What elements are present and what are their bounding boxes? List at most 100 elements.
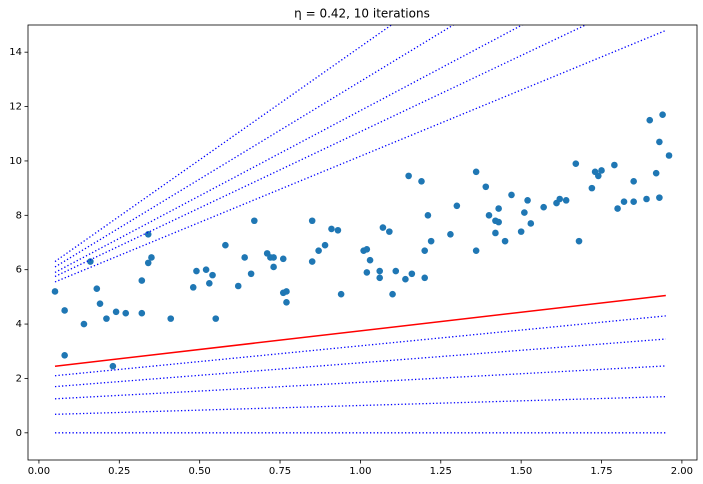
scatter-point	[279, 255, 287, 263]
scatter-point	[189, 284, 197, 291]
x-tick-label: 0.00	[28, 466, 50, 477]
scatter-point	[620, 198, 628, 206]
scatter-point	[527, 220, 535, 227]
scatter-point	[337, 290, 345, 298]
y-tick-label: 0	[16, 428, 22, 439]
scatter-point	[167, 315, 175, 322]
scatter-point	[402, 275, 409, 283]
scatter-point	[630, 198, 637, 206]
scatter-point	[656, 194, 663, 201]
scatter-point	[376, 267, 383, 275]
scatter-point	[283, 299, 290, 306]
scatter-point	[222, 241, 229, 249]
scatter-point	[575, 237, 583, 245]
fit-line	[54, 396, 666, 415]
x-tick-label: 0.75	[269, 466, 291, 477]
y-tick-label: 12	[9, 102, 22, 113]
scatter-point	[562, 197, 570, 204]
x-tick-label: 0.50	[189, 466, 211, 477]
y-tick-label: 8	[16, 210, 22, 221]
y-tick-label: 10	[9, 156, 22, 167]
scatter-point	[247, 270, 255, 278]
scatter-point	[614, 205, 621, 212]
scatter-point	[283, 288, 290, 295]
scatter-point	[93, 285, 101, 293]
scatter-point	[482, 183, 490, 191]
scatter-point	[376, 274, 383, 282]
scatter-point	[308, 258, 316, 265]
scatter-point	[386, 228, 393, 235]
fit-line	[54, 315, 666, 377]
fit-line	[54, 29, 667, 283]
scatter-point	[472, 247, 480, 254]
scatter-point	[138, 309, 146, 317]
scatter-point	[96, 300, 104, 307]
scatter-point	[234, 282, 242, 290]
scatter-point	[611, 161, 618, 169]
y-tick-label: 6	[16, 265, 22, 276]
scatter-point	[202, 266, 210, 273]
scatter-point	[270, 263, 277, 271]
scatter-point	[408, 270, 416, 278]
scatter-point	[485, 212, 493, 219]
y-tick-label: 2	[16, 373, 22, 384]
scatter-point	[427, 237, 435, 245]
scatter-point	[447, 231, 454, 238]
x-tick-label: 0.25	[108, 466, 130, 477]
scatter-point	[665, 152, 673, 159]
axes-frame	[27, 24, 698, 461]
scatter-point	[501, 237, 509, 245]
scatter-point	[144, 231, 152, 238]
scatter-point	[51, 288, 59, 295]
x-tick-label: 1.50	[510, 466, 532, 477]
scatter-point	[80, 320, 88, 328]
scatter-point	[270, 254, 277, 261]
scatter-point	[308, 217, 316, 225]
scatter-point	[517, 228, 525, 235]
scatter-point	[540, 203, 547, 211]
scatter-point	[418, 178, 425, 185]
scatter-point	[453, 202, 461, 210]
scatter-point	[508, 191, 515, 199]
scatter-point	[652, 169, 660, 177]
scatter-point	[643, 195, 650, 203]
scatter-point	[472, 168, 480, 176]
x-tick-label: 2.00	[671, 466, 693, 477]
scatter-point	[321, 241, 329, 249]
scatter-point	[405, 172, 412, 180]
scatter-point	[328, 225, 335, 233]
scatter-point	[212, 315, 220, 322]
scatter-point	[389, 290, 396, 298]
scatter-point	[334, 226, 342, 234]
scatter-point	[251, 217, 258, 225]
scatter-point	[109, 362, 117, 370]
scatter-point	[144, 259, 152, 267]
y-tick-label: 14	[9, 47, 22, 58]
plot-area	[51, 25, 673, 434]
scatter-point	[122, 309, 130, 317]
scatter-point	[61, 307, 68, 314]
scatter-point	[630, 178, 637, 185]
scatter-point	[363, 269, 371, 276]
scatter-point	[421, 247, 429, 254]
x-tick-label: 1.00	[349, 466, 371, 477]
fit-line	[54, 294, 666, 367]
scatter-point	[598, 167, 605, 174]
scatter-point	[112, 308, 120, 316]
scatter-point	[492, 229, 499, 237]
scatter-point	[424, 212, 432, 219]
scatter-point	[241, 254, 248, 261]
scatter-point	[206, 279, 213, 287]
x-tick-label: 1.75	[590, 466, 612, 477]
scatter-point	[659, 111, 666, 119]
fit-line	[54, 25, 588, 278]
scatter-point	[556, 195, 564, 203]
scatter-point	[209, 271, 216, 279]
scatter-point	[656, 138, 663, 146]
scatter-point	[421, 274, 429, 282]
scatter-point	[87, 258, 94, 265]
scatter-point	[103, 315, 110, 322]
y-tick-label: 4	[16, 319, 22, 330]
scatter-point	[572, 160, 580, 167]
